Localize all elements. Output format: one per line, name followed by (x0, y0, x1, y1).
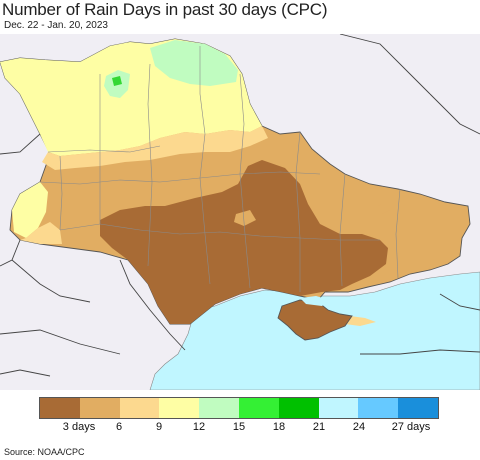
tan-spot-central (234, 210, 256, 226)
sea-of-azov-inlet (300, 296, 330, 306)
legend-label-12: 12 (192, 421, 206, 433)
legend-swatch-5 (238, 398, 279, 418)
legend-swatch-8 (358, 398, 399, 418)
oblast-boundaries (39, 46, 401, 292)
legend-swatch-9 (398, 398, 438, 418)
west-pale-yellow-zone (12, 182, 48, 238)
legend-swatch-3 (159, 398, 200, 418)
legend-label-9: 9 (155, 421, 163, 433)
legend-swatch-6 (278, 398, 319, 418)
legend-label-15: 15 (232, 421, 246, 433)
legend-label-18: 18 (272, 421, 286, 433)
source-credit: Source: NOAA/CPC (4, 447, 85, 457)
north-light-green-zone (150, 40, 238, 86)
southwest-light-orange-zone (20, 222, 62, 244)
legend-color-bar (39, 397, 439, 419)
legend-label-6: 6 (115, 421, 123, 433)
rain-days-map (0, 34, 480, 390)
legend-swatch-7 (318, 398, 359, 418)
map-title: Number of Rain Days in past 30 days (CPC… (2, 0, 328, 19)
map-canvas (0, 34, 480, 390)
legend-swatch-1 (79, 398, 120, 418)
legend-label-21: 21 (312, 421, 326, 433)
crimea-east-light-orange (345, 316, 376, 326)
light-orange-zone (42, 126, 268, 170)
country-borders (0, 34, 480, 377)
legend-label-24: 24 (352, 421, 366, 433)
date-range: Dec. 22 - Jan. 20, 2023 (4, 20, 108, 31)
legend-swatch-4 (199, 398, 239, 418)
legend-swatch-0 (40, 398, 80, 418)
legend-labels: 3 days 6 9 12 15 18 21 24 27 days (39, 421, 439, 437)
green-spot (112, 76, 122, 86)
legend-label-27-days: 27 days (391, 421, 431, 433)
tan-spot-east (378, 202, 390, 214)
brown-core-zone (100, 160, 388, 324)
legend-label-3-days: 3 days (62, 421, 96, 433)
legend-swatch-2 (119, 398, 160, 418)
